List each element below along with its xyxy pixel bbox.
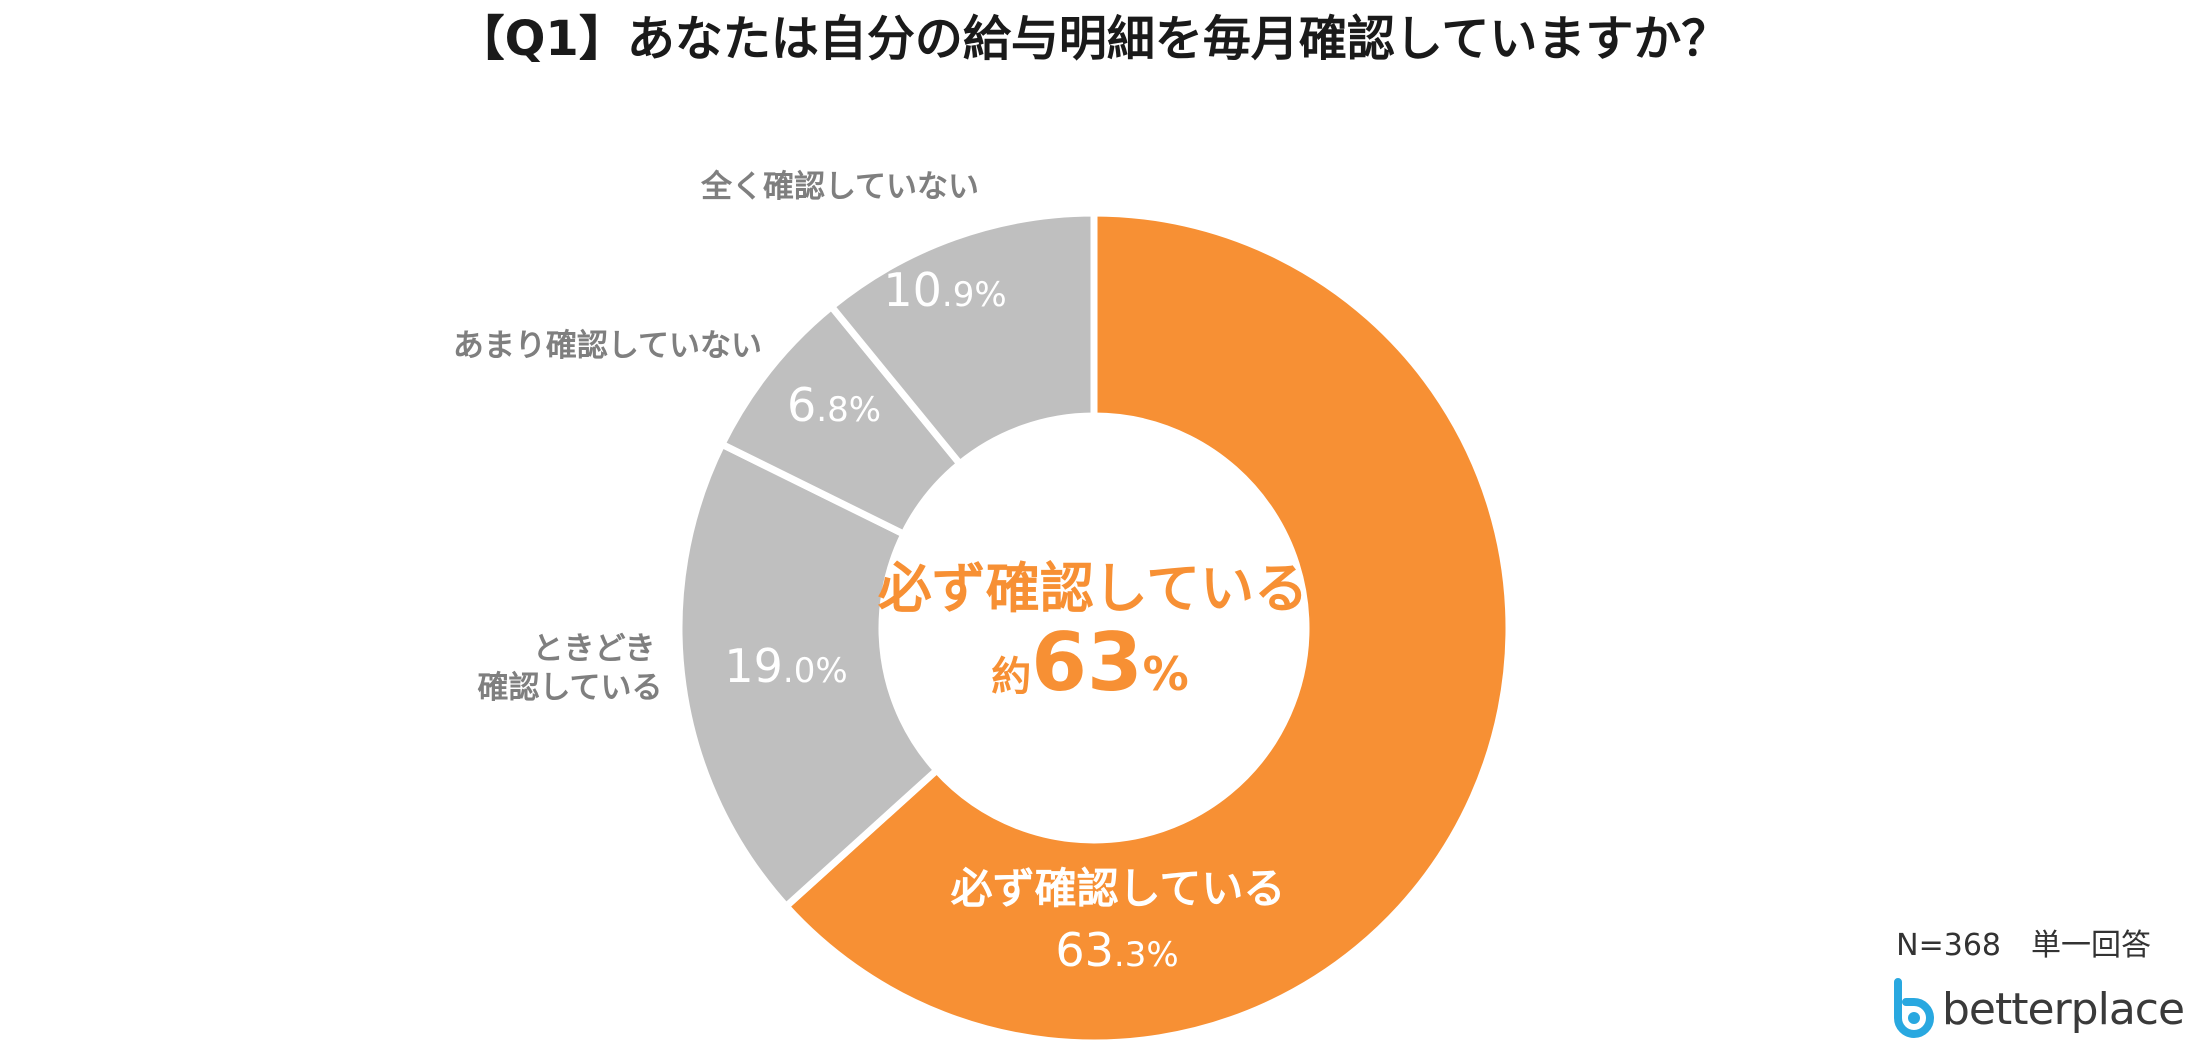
label-never: 全く確認していない — [700, 169, 979, 205]
label-sometimes-line2: 確認している — [477, 670, 662, 706]
label-sometimes-line1: ときどき — [532, 631, 655, 667]
slice-never-check — [826, 209, 1098, 469]
slice-always-check — [781, 209, 1513, 1047]
logo-wordmark: betterplace — [1942, 983, 2185, 1035]
center-value-label: 約63% — [991, 616, 1188, 709]
label-rarely: あまり確認していない — [453, 328, 762, 364]
betterplace-logo: betterplace — [1888, 978, 2185, 1040]
donut-slices — [675, 209, 1513, 1047]
pct-label-rarely: 6.8% — [787, 378, 881, 432]
pct-label-always: 63.3% — [1055, 923, 1178, 977]
chart-title: 【Q1】あなたは自分の給与明細を毎月確認していますか？ — [457, 11, 1730, 67]
betterplace-logo-icon — [1894, 978, 1934, 1038]
center-main-label: 必ず確認している — [878, 557, 1308, 620]
pct-label-never: 10.9% — [883, 263, 1006, 317]
pct-label-sometimes: 19.0% — [724, 639, 847, 693]
seg-label-always: 必ず確認している — [951, 864, 1286, 913]
slice-sometimes-check — [675, 439, 942, 912]
sample-size-note: N=368 単一回答 — [1896, 928, 2151, 963]
